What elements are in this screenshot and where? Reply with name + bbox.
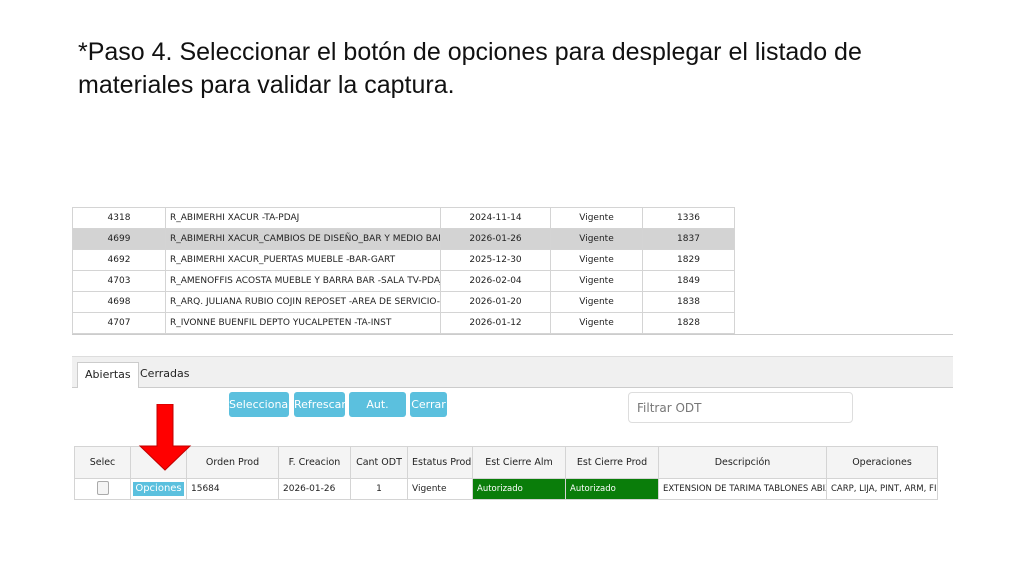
opciones-button[interactable]: Opciones bbox=[133, 482, 184, 496]
table-row[interactable]: 4699 R_ABIMERHI XACUR_CAMBIOS DE DISEÑO_B… bbox=[72, 228, 735, 250]
status-cell: Vigente bbox=[550, 228, 643, 250]
seleccionar-button[interactable]: Seleccionar bbox=[229, 392, 293, 417]
select-cell bbox=[74, 478, 131, 500]
cerrar-button[interactable]: Cerrar bbox=[410, 392, 447, 417]
filter-odt-input[interactable]: Filtrar ODT bbox=[628, 392, 853, 423]
odt-table: Selec Orden Prod F. Creacion Cant ODT Estatu… bbox=[74, 446, 938, 500]
number-cell: 1829 bbox=[642, 249, 735, 271]
date-cell: 2026-02-04 bbox=[440, 270, 551, 292]
status-cell: Vigente bbox=[550, 270, 643, 292]
tab-bar: Abiertas Cerradas bbox=[72, 356, 953, 388]
operaciones-cell: CARP, LIJA, PINT, ARM, FIN bbox=[826, 478, 938, 500]
column-header[interactable]: Cant ODT bbox=[350, 446, 408, 479]
options-cell: Opciones bbox=[130, 478, 187, 500]
column-header[interactable]: Est Cierre Alm bbox=[472, 446, 566, 479]
number-cell: 1837 bbox=[642, 228, 735, 250]
id-cell: 4692 bbox=[72, 249, 166, 271]
descripcion-cell: EXTENSION DE TARIMA TABLONES ABIXA 0... bbox=[658, 478, 827, 500]
name-cell: R_ARQ. JULIANA RUBIO COJIN REPOSET -AREA… bbox=[165, 291, 441, 313]
table-row[interactable]: 4703 R_AMENOFFIS ACOSTA MUEBLE Y BARRA BA… bbox=[72, 270, 735, 292]
name-cell: R_ABIMERHI XACUR_CAMBIOS DE DISEÑO_BAR Y… bbox=[165, 228, 441, 250]
id-cell: 4318 bbox=[72, 207, 166, 229]
table-row: Opciones 15684 2026-01-26 1 Vigente Auto… bbox=[74, 478, 938, 500]
table-row[interactable]: 4318 R_ABIMERHI XACUR -TA-PDAJ 2024-11-14 V… bbox=[72, 207, 735, 229]
name-cell: R_IVONNE BUENFIL DEPTO YUCALPETEN -TA-IN… bbox=[165, 312, 441, 334]
column-header[interactable]: Operaciones bbox=[826, 446, 938, 479]
name-cell: R_ABIMERHI XACUR_PUERTAS MUEBLE -BAR-GAR… bbox=[165, 249, 441, 271]
number-cell: 1849 bbox=[642, 270, 735, 292]
number-cell: 1828 bbox=[642, 312, 735, 334]
red-arrow-down-icon bbox=[138, 404, 192, 471]
table-row[interactable]: 4698 R_ARQ. JULIANA RUBIO COJIN REPOSET -… bbox=[72, 291, 735, 313]
status-cell: Vigente bbox=[550, 249, 643, 271]
table-row[interactable]: 4692 R_ABIMERHI XACUR_PUERTAS MUEBLE -BAR… bbox=[72, 249, 735, 271]
number-cell: 1838 bbox=[642, 291, 735, 313]
tab-cerradas[interactable]: Cerradas bbox=[140, 367, 190, 380]
status-cell: Vigente bbox=[550, 291, 643, 313]
date-cell: 2025-12-30 bbox=[440, 249, 551, 271]
cierre-prod-cell: Autorizado bbox=[565, 478, 659, 500]
column-header[interactable]: Est Cierre Prod bbox=[565, 446, 659, 479]
table-row[interactable]: 4707 R_IVONNE BUENFIL DEPTO YUCALPETEN -T… bbox=[72, 312, 735, 334]
row-checkbox[interactable] bbox=[96, 480, 109, 495]
id-cell: 4698 bbox=[72, 291, 166, 313]
refrescar-button[interactable]: Refrescar bbox=[294, 392, 346, 417]
date-cell: 2026-01-20 bbox=[440, 291, 551, 313]
estatus-cell: Vigente bbox=[407, 478, 473, 500]
instruction-text: *Paso 4. Seleccionar el botón de opcione… bbox=[78, 38, 862, 99]
id-cell: 4699 bbox=[72, 228, 166, 250]
number-cell: 1336 bbox=[642, 207, 735, 229]
column-header[interactable]: Estatus Prod bbox=[407, 446, 473, 479]
tab-abiertas[interactable]: Abiertas bbox=[77, 362, 139, 388]
name-cell: R_AMENOFFIS ACOSTA MUEBLE Y BARRA BAR -S… bbox=[165, 270, 441, 292]
aut-cierre-button[interactable]: Aut. Cierre bbox=[349, 392, 406, 436]
status-cell: Vigente bbox=[550, 312, 643, 334]
id-cell: 4707 bbox=[72, 312, 166, 334]
projects-table: 4318 R_ABIMERHI XACUR -TA-PDAJ 2024-11-14 V… bbox=[72, 207, 735, 334]
date-cell: 2026-01-12 bbox=[440, 312, 551, 334]
id-cell: 4703 bbox=[72, 270, 166, 292]
column-header[interactable]: F. Creacion bbox=[278, 446, 351, 479]
status-cell: Vigente bbox=[550, 207, 643, 229]
fecha-cell: 2026-01-26 bbox=[278, 478, 351, 500]
orden-prod-cell: 15684 bbox=[186, 478, 279, 500]
date-cell: 2026-01-26 bbox=[440, 228, 551, 250]
cant-cell: 1 bbox=[350, 478, 408, 500]
column-header[interactable]: Descripción bbox=[658, 446, 827, 479]
cierre-alm-cell: Autorizado bbox=[472, 478, 566, 500]
column-header[interactable]: Orden Prod bbox=[186, 446, 279, 479]
divider bbox=[72, 334, 953, 335]
name-cell: R_ABIMERHI XACUR -TA-PDAJ bbox=[165, 207, 441, 229]
date-cell: 2024-11-14 bbox=[440, 207, 551, 229]
column-header[interactable]: Selec bbox=[74, 446, 131, 479]
